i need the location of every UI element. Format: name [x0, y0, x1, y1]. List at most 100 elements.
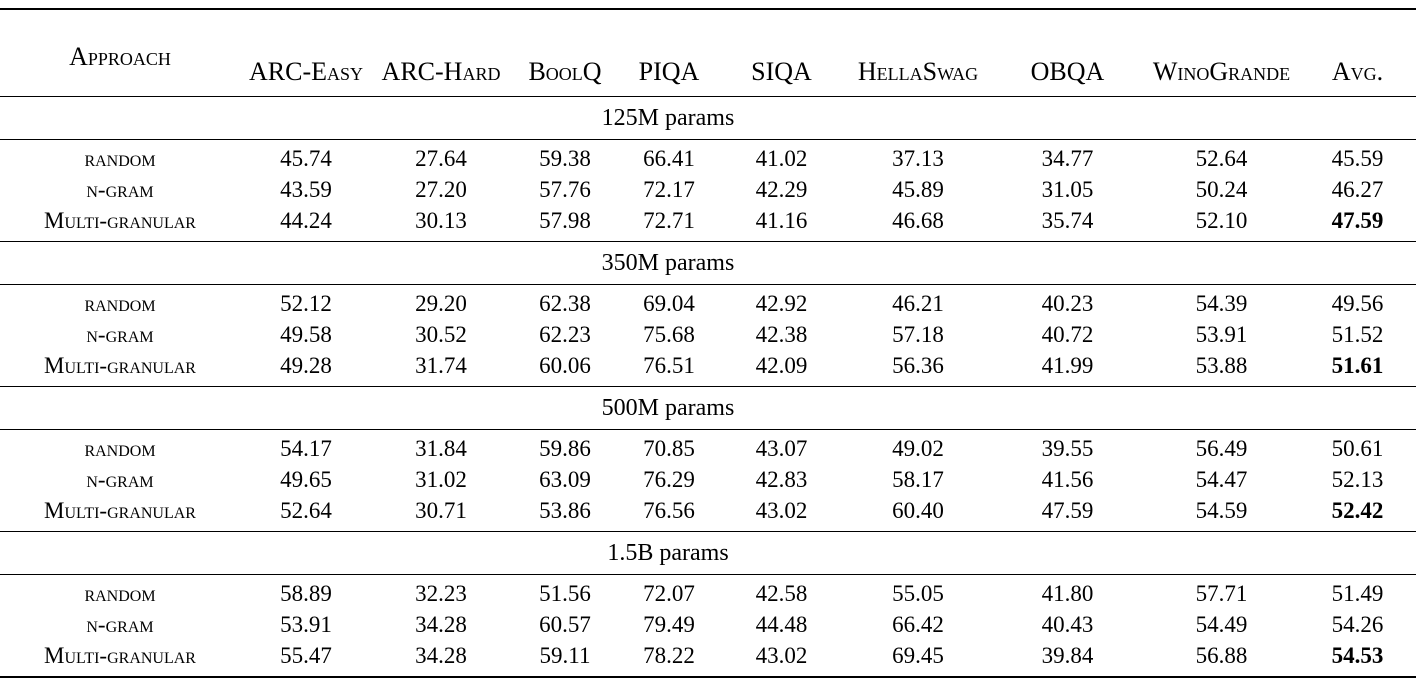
- value-cell: 47.59: [991, 495, 1144, 532]
- value-cell: 52.64: [240, 495, 372, 532]
- value-cell: 42.09: [718, 350, 845, 387]
- table-row: random 45.74 27.64 59.38 66.41 41.02 37.13 34.7…: [0, 140, 1416, 175]
- table-row: n-gram 49.58 30.52 62.23 75.68 42.38 57.18 40.7…: [0, 319, 1416, 350]
- approach-cell: Multi-granular: [0, 350, 240, 387]
- column-header-hellaswag: HellaSwag: [845, 8, 991, 97]
- value-cell: 54.49: [1195, 611, 1248, 637]
- section-header-row: 350M params: [0, 241, 1416, 285]
- table-row: random 54.17 31.84 59.86 70.85 43.07 49.02 39.5…: [0, 430, 1416, 465]
- value-cell: 54.39: [1195, 290, 1248, 316]
- value-cell: 30.71: [372, 495, 510, 532]
- value-cell: 58.89: [280, 580, 332, 606]
- value-cell: 46.27: [1331, 176, 1384, 202]
- value-cell: 57.98: [510, 205, 620, 242]
- column-header-avg: Avg.: [1299, 8, 1416, 97]
- section-label: 1.5B params: [0, 531, 1416, 575]
- value-cell: 54.47: [1195, 466, 1248, 492]
- value-cell: 45.74: [280, 145, 332, 171]
- approach-cell: Multi-granular: [0, 495, 240, 532]
- approach-cell: random: [84, 290, 156, 316]
- value-cell: 52.64: [1195, 145, 1248, 171]
- section-header-row: 1.5B params: [0, 531, 1416, 575]
- table-row: n-gram 49.65 31.02 63.09 76.29 42.83 58.17 41.5…: [0, 464, 1416, 495]
- value-cell: 62.38: [539, 290, 591, 316]
- value-cell: 40.43: [1041, 611, 1094, 637]
- approach-cell: Multi-granular: [0, 640, 240, 678]
- value-cell: 45.89: [892, 176, 944, 202]
- value-cell: 53.88: [1144, 350, 1299, 387]
- value-cell: 47.59: [1299, 205, 1416, 242]
- value-cell: 53.86: [510, 495, 620, 532]
- value-cell: 57.71: [1195, 580, 1248, 606]
- benchmark-results-table: Approach ARC-Easy ARC-Hard BoolQ PIQA SI…: [0, 8, 1416, 678]
- column-header-obqa: OBQA: [991, 8, 1144, 97]
- value-cell: 34.77: [1041, 145, 1094, 171]
- value-cell: 31.02: [415, 466, 467, 492]
- value-cell: 29.20: [415, 290, 467, 316]
- column-header-arc-easy: ARC-Easy: [240, 8, 372, 97]
- value-cell: 45.59: [1331, 145, 1384, 171]
- value-cell: 49.28: [240, 350, 372, 387]
- approach-cell: random: [84, 145, 156, 171]
- table-row: random 52.12 29.20 62.38 69.04 42.92 46.21 40.2…: [0, 285, 1416, 320]
- value-cell: 31.84: [415, 435, 467, 461]
- value-cell: 49.65: [280, 466, 332, 492]
- value-cell: 41.16: [718, 205, 845, 242]
- value-cell: 52.12: [280, 290, 332, 316]
- approach-cell: Multi-granular: [0, 205, 240, 242]
- value-cell: 42.29: [755, 176, 808, 202]
- value-cell: 60.57: [539, 611, 591, 637]
- value-cell: 41.02: [755, 145, 808, 171]
- value-cell: 27.64: [415, 145, 467, 171]
- value-cell: 51.61: [1299, 350, 1416, 387]
- approach-cell: random: [84, 435, 156, 461]
- value-cell: 32.23: [415, 580, 467, 606]
- value-cell: 58.17: [892, 466, 944, 492]
- value-cell: 50.61: [1331, 435, 1384, 461]
- value-cell: 72.71: [620, 205, 718, 242]
- value-cell: 54.17: [280, 435, 332, 461]
- table-body: 125M params random 45.74 27.64 59.38 66.41 41.…: [0, 96, 1416, 678]
- value-cell: 69.45: [845, 640, 991, 678]
- column-header-siqa: SIQA: [718, 8, 845, 97]
- value-cell: 39.84: [991, 640, 1144, 678]
- value-cell: 59.11: [510, 640, 620, 678]
- value-cell: 52.13: [1331, 466, 1384, 492]
- value-cell: 60.06: [510, 350, 620, 387]
- column-header-arc-hard: ARC-Hard: [372, 8, 510, 97]
- value-cell: 35.74: [991, 205, 1144, 242]
- value-cell: 51.56: [539, 580, 591, 606]
- value-cell: 43.07: [755, 435, 808, 461]
- column-header-piqa: PIQA: [620, 8, 718, 97]
- table-row: n-gram 43.59 27.20 57.76 72.17 42.29 45.89 31.0…: [0, 174, 1416, 205]
- section-header-row: 500M params: [0, 386, 1416, 430]
- value-cell: 30.13: [372, 205, 510, 242]
- table-row: Multi-granular 52.64 30.71 53.86 76.56 43.02 6…: [0, 495, 1416, 532]
- value-cell: 31.74: [372, 350, 510, 387]
- table-row: Multi-granular 55.47 34.28 59.11 78.22 43.02 6…: [0, 640, 1416, 678]
- table-row: Multi-granular 49.28 31.74 60.06 76.51 42.09 5…: [0, 350, 1416, 387]
- table-row: Multi-granular 44.24 30.13 57.98 72.71 41.16 4…: [0, 205, 1416, 242]
- value-cell: 42.58: [755, 580, 808, 606]
- value-cell: 46.21: [892, 290, 944, 316]
- value-cell: 42.83: [755, 466, 808, 492]
- value-cell: 43.59: [280, 176, 332, 202]
- value-cell: 44.48: [755, 611, 808, 637]
- value-cell: 41.99: [991, 350, 1144, 387]
- value-cell: 57.18: [892, 321, 944, 347]
- value-cell: 53.91: [1195, 321, 1248, 347]
- value-cell: 44.24: [240, 205, 372, 242]
- value-cell: 30.52: [415, 321, 467, 347]
- value-cell: 55.47: [240, 640, 372, 678]
- value-cell: 76.51: [620, 350, 718, 387]
- approach-cell: n-gram: [86, 176, 154, 202]
- value-cell: 41.56: [1041, 466, 1094, 492]
- value-cell: 43.02: [718, 640, 845, 678]
- value-cell: 52.42: [1299, 495, 1416, 532]
- value-cell: 41.80: [1041, 580, 1094, 606]
- value-cell: 72.07: [643, 580, 695, 606]
- approach-cell: n-gram: [86, 321, 154, 347]
- value-cell: 51.52: [1331, 321, 1384, 347]
- value-cell: 57.76: [539, 176, 591, 202]
- header-row: Approach ARC-Easy ARC-Hard BoolQ PIQA SI…: [0, 8, 1416, 97]
